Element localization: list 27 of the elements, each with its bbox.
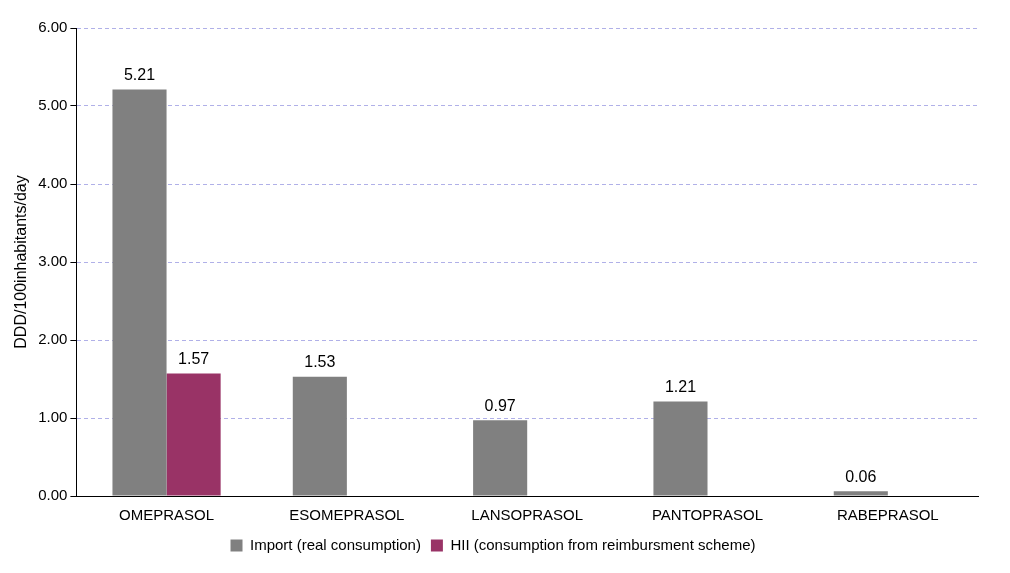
x-tick-label: OMEPRASOL: [119, 506, 215, 524]
data-label: 1.21: [664, 378, 697, 396]
bar: [833, 491, 888, 496]
y-tick-label: 3.00: [38, 252, 68, 270]
data-label: 1.57: [178, 349, 210, 367]
x-tick-label: PANTOPRASOL: [651, 506, 764, 524]
y-tick-label: 1.00: [38, 408, 68, 426]
data-label: 5.21: [123, 66, 156, 84]
x-tick-label: RABEPRASOL: [836, 506, 939, 524]
data-label: 0.06: [845, 467, 877, 485]
y-tick-label: 0.00: [38, 486, 68, 504]
y-tick-label: 2.00: [38, 330, 68, 348]
legend-label: Import (real consumption): [250, 535, 421, 553]
y-tick-label: 4.00: [38, 174, 68, 192]
y-tick-label: 5.00: [38, 96, 68, 114]
data-label: 1.53: [304, 353, 336, 371]
bar: [653, 401, 708, 496]
y-tick-label: 6.00: [38, 18, 68, 36]
data-label: 0.97: [484, 396, 516, 414]
bar: [473, 420, 528, 496]
legend-label: HII (consumption from reimbursment scheme): [450, 535, 756, 553]
x-tick-label: ESOMEPRASOL: [289, 506, 405, 524]
bar: [166, 373, 221, 496]
y-axis-title: DDD/100inhabitants/day: [12, 175, 30, 349]
x-tick-label: LANSOPRASOL: [471, 506, 584, 524]
bar: [292, 376, 347, 496]
bar: [112, 89, 167, 496]
